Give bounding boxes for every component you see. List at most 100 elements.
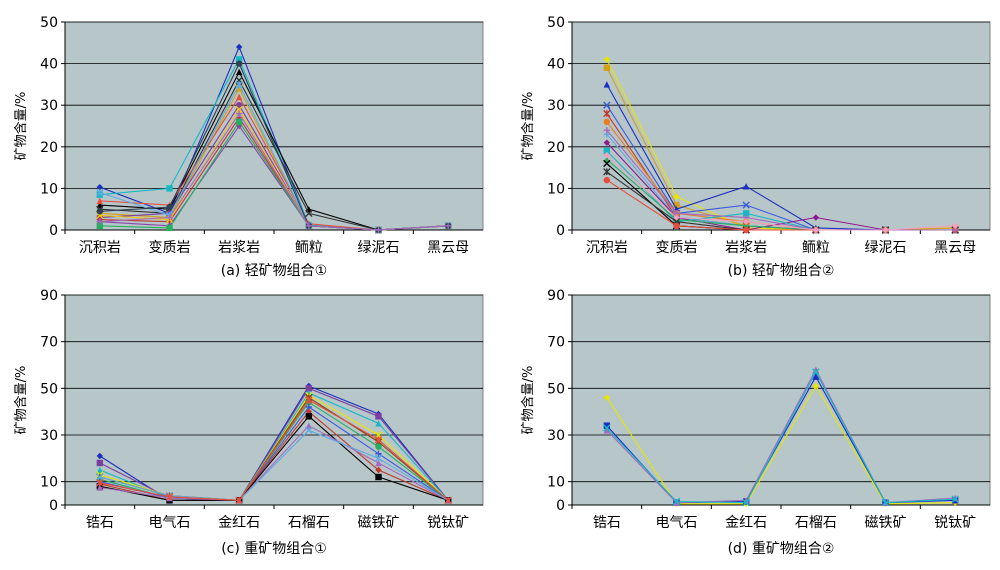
- data-point: [603, 118, 611, 126]
- data-point: [96, 459, 104, 467]
- x-tick-label: 石榴石: [288, 515, 330, 531]
- x-tick-label: 锆石: [593, 515, 621, 531]
- x-tick-label: 沉积岩: [79, 240, 121, 256]
- y-tick-label: 20: [547, 140, 565, 156]
- y-tick-label: 70: [547, 335, 565, 351]
- series-line: [99, 392, 449, 501]
- panel-b-light-minerals-2: 0 10 20 30 40 50 沉积岩 变质岩 岩浆岩 鲕粒 绿泥石 黑云母 矿物含量/% (b) 轻矿…: [520, 15, 991, 279]
- series-line: [99, 406, 449, 501]
- data-point: [673, 193, 680, 200]
- data-point: [235, 56, 243, 63]
- data-point: [882, 226, 889, 234]
- panel-c-heavy-minerals-1: 0 10 30 50 70 90 锆石 电气石 金红石 石榴石 磁铁矿 锐钛矿 矿物含量/% (c) 重矿…: [13, 288, 484, 557]
- y-tick-label: 30: [547, 428, 565, 444]
- data-point: [166, 224, 173, 232]
- data-point: [742, 226, 750, 234]
- plot-area: [571, 294, 991, 506]
- data-point: [603, 394, 611, 401]
- data-point: [603, 424, 611, 432]
- x-tick-label: 变质岩: [149, 240, 191, 256]
- series-line: [99, 415, 449, 501]
- x-tick-label: 锆石: [86, 515, 114, 531]
- y-tick-label: 50: [40, 15, 58, 31]
- data-point: [374, 435, 383, 444]
- x-tick-label: 鲕粒: [295, 240, 323, 256]
- data-point: [305, 385, 313, 392]
- data-point: [673, 499, 680, 506]
- y-tick-label: 20: [40, 140, 58, 156]
- y-tick-label: 50: [547, 15, 565, 31]
- x-tick-label: 绿泥石: [865, 240, 907, 256]
- x-tick-label: 磁铁矿: [865, 515, 907, 531]
- x-tick-label: 锐钛矿: [427, 515, 469, 531]
- data-point: [603, 147, 611, 155]
- data-point: [235, 80, 243, 89]
- data-point: [951, 495, 959, 503]
- data-point: [96, 188, 104, 197]
- data-point: [603, 109, 611, 118]
- x-tick-label: 锐钛矿: [934, 515, 976, 531]
- x-tick-label: 电气石: [149, 515, 191, 531]
- data-point: [375, 459, 382, 467]
- y-tick-label: 70: [40, 335, 58, 351]
- data-point: [235, 43, 243, 51]
- x-tick-label: 黑云母: [934, 240, 976, 256]
- data-point: [603, 56, 611, 63]
- data-point: [603, 159, 611, 168]
- x-tick-label: 岩浆岩: [725, 240, 767, 256]
- data-point: [96, 208, 104, 215]
- data-point: [96, 183, 104, 191]
- x-tick-label: 沉积岩: [586, 240, 628, 256]
- x-tick-label: 石榴石: [795, 515, 837, 531]
- data-point: [812, 214, 820, 221]
- data-point: [375, 450, 382, 457]
- data-point: [375, 226, 382, 234]
- data-point: [603, 422, 611, 429]
- y-tick-label: 10: [547, 181, 565, 197]
- y-tick-label: 50: [547, 381, 565, 397]
- x-tick-label: 黑云母: [427, 240, 469, 256]
- data-point: [305, 222, 313, 230]
- data-point: [235, 105, 243, 114]
- data-point: [166, 185, 173, 192]
- x-tick-label: 磁铁矿: [358, 515, 400, 531]
- data-point: [742, 183, 750, 190]
- data-point: [673, 214, 680, 221]
- data-point: [742, 498, 750, 507]
- data-point: [603, 139, 611, 146]
- data-point: [951, 222, 959, 230]
- data-point: [375, 443, 382, 450]
- x-tick-label: 岩浆岩: [218, 240, 260, 256]
- data-point: [375, 473, 382, 481]
- data-point: [444, 496, 452, 505]
- panel-caption: (d) 重矿物组合②: [728, 541, 835, 557]
- data-point: [96, 218, 104, 225]
- panel-caption: (c) 重矿物组合①: [221, 541, 327, 557]
- data-point: [812, 226, 820, 234]
- data-point: [96, 484, 104, 491]
- x-tick-label: 鲕粒: [802, 240, 830, 256]
- x-tick-label: 金红石: [725, 515, 767, 531]
- data-point: [375, 420, 382, 427]
- data-point: [375, 466, 382, 474]
- x-tick-label: 电气石: [656, 515, 698, 531]
- y-tick-label: 0: [556, 498, 565, 514]
- data-point: [305, 413, 313, 420]
- y-tick-label: 10: [40, 475, 58, 491]
- panel-caption: (a) 轻矿物组合①: [221, 263, 328, 279]
- data-point: [96, 222, 104, 230]
- data-point: [881, 498, 890, 507]
- data-point: [603, 176, 611, 184]
- data-point: [305, 422, 313, 429]
- y-tick-label: 30: [40, 428, 58, 444]
- data-point: [812, 373, 820, 380]
- data-point: [673, 201, 680, 209]
- y-axis-label: 矿物含量/%: [520, 92, 536, 161]
- data-point: [235, 496, 243, 505]
- data-point: [96, 466, 104, 474]
- data-point: [235, 93, 243, 101]
- series-line: [99, 399, 449, 501]
- y-tick-label: 90: [547, 288, 565, 304]
- data-point: [603, 151, 611, 159]
